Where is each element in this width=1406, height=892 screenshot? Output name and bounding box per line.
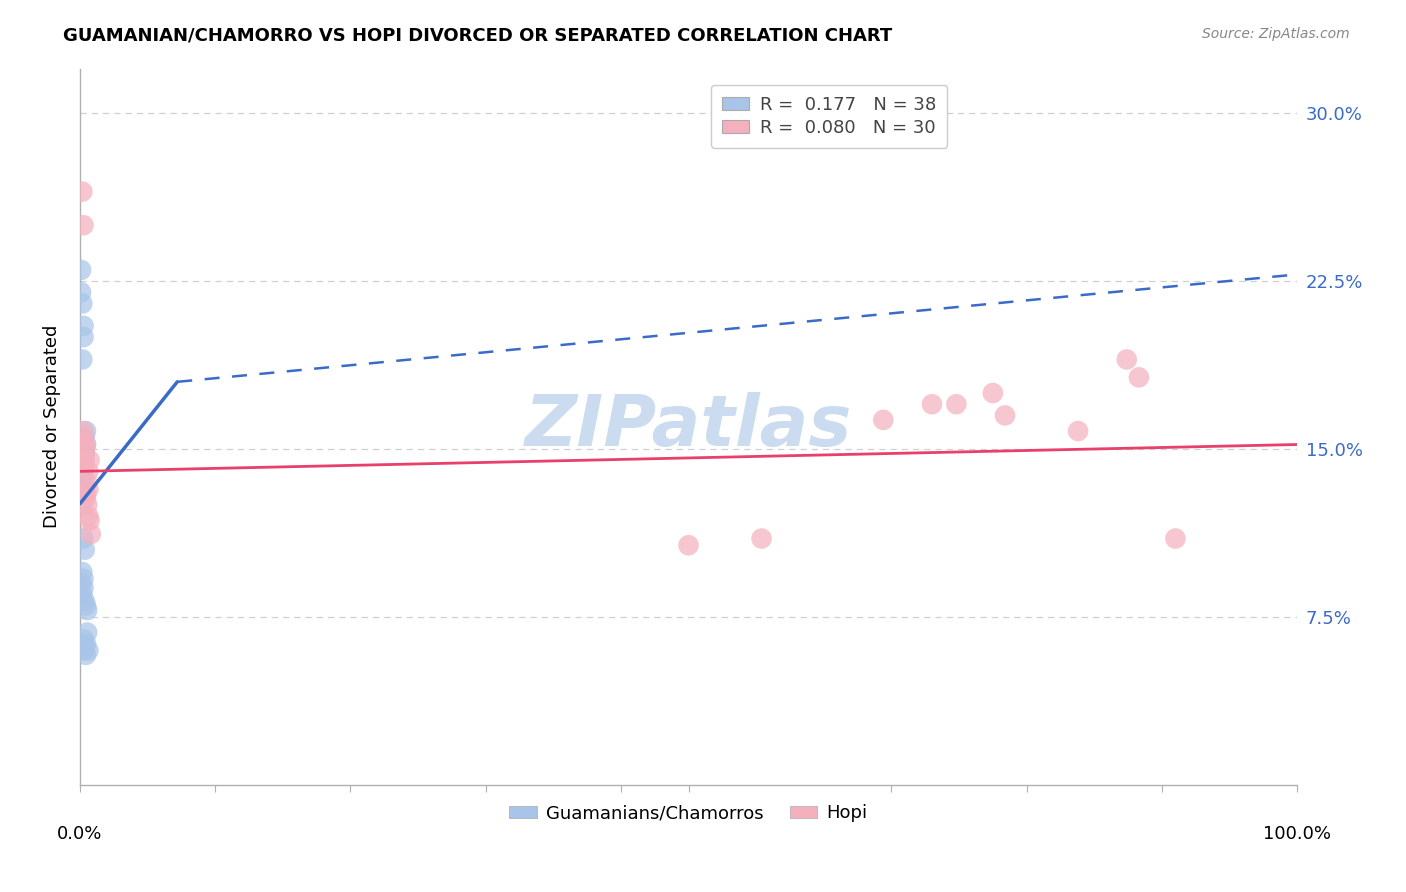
Point xyxy=(1067,424,1090,438)
Point xyxy=(72,565,94,579)
Point xyxy=(70,285,93,300)
Point xyxy=(70,263,93,277)
Point xyxy=(73,542,96,557)
Point xyxy=(73,446,96,460)
Point xyxy=(75,599,97,613)
Point xyxy=(72,458,94,472)
Text: 0.0%: 0.0% xyxy=(58,825,103,843)
Point xyxy=(872,413,894,427)
Point xyxy=(678,538,700,552)
Legend: Guamanians/Chamorros, Hopi: Guamanians/Chamorros, Hopi xyxy=(502,797,875,830)
Point xyxy=(77,509,100,524)
Point xyxy=(73,442,96,456)
Point xyxy=(994,409,1017,423)
Y-axis label: Divorced or Separated: Divorced or Separated xyxy=(44,325,60,528)
Point xyxy=(72,483,94,497)
Point xyxy=(72,352,94,367)
Point xyxy=(72,464,94,478)
Point xyxy=(70,487,93,501)
Point xyxy=(80,527,103,541)
Point xyxy=(72,480,94,494)
Point xyxy=(72,431,94,445)
Point xyxy=(70,498,93,512)
Point xyxy=(73,453,96,467)
Text: ZIPatlas: ZIPatlas xyxy=(524,392,852,461)
Point xyxy=(76,475,98,490)
Point xyxy=(72,424,94,438)
Point xyxy=(75,424,97,438)
Point xyxy=(72,643,94,657)
Point xyxy=(77,483,100,497)
Point xyxy=(72,185,94,199)
Point xyxy=(75,637,97,651)
Text: Source: ZipAtlas.com: Source: ZipAtlas.com xyxy=(1202,27,1350,41)
Point xyxy=(72,468,94,483)
Point xyxy=(1128,370,1150,384)
Point xyxy=(79,453,101,467)
Point xyxy=(72,330,94,344)
Point xyxy=(72,587,94,601)
Point xyxy=(72,459,94,474)
Point xyxy=(73,446,96,460)
Point xyxy=(72,475,94,490)
Point xyxy=(945,397,967,411)
Point xyxy=(1115,352,1137,367)
Point xyxy=(77,643,100,657)
Point xyxy=(75,437,97,451)
Point xyxy=(75,437,97,451)
Point xyxy=(72,318,94,333)
Point xyxy=(76,603,98,617)
Point xyxy=(72,581,94,595)
Point xyxy=(73,594,96,608)
Point xyxy=(75,487,97,501)
Point xyxy=(72,446,94,460)
Point xyxy=(1164,532,1187,546)
Point xyxy=(70,576,93,591)
Point xyxy=(981,386,1004,401)
Point xyxy=(75,491,97,506)
Point xyxy=(73,431,96,445)
Point xyxy=(72,296,94,310)
Point xyxy=(76,498,98,512)
Point xyxy=(75,648,97,662)
Point xyxy=(77,464,100,478)
Text: GUAMANIAN/CHAMORRO VS HOPI DIVORCED OR SEPARATED CORRELATION CHART: GUAMANIAN/CHAMORRO VS HOPI DIVORCED OR S… xyxy=(63,27,893,45)
Point xyxy=(72,453,94,467)
Point xyxy=(73,442,96,456)
Point xyxy=(72,218,94,232)
Point xyxy=(72,572,94,586)
Point xyxy=(79,514,101,528)
Point xyxy=(751,532,773,546)
Point xyxy=(921,397,943,411)
Point xyxy=(72,532,94,546)
Point xyxy=(76,625,98,640)
Point xyxy=(72,632,94,647)
Point xyxy=(73,639,96,653)
Text: 100.0%: 100.0% xyxy=(1263,825,1331,843)
